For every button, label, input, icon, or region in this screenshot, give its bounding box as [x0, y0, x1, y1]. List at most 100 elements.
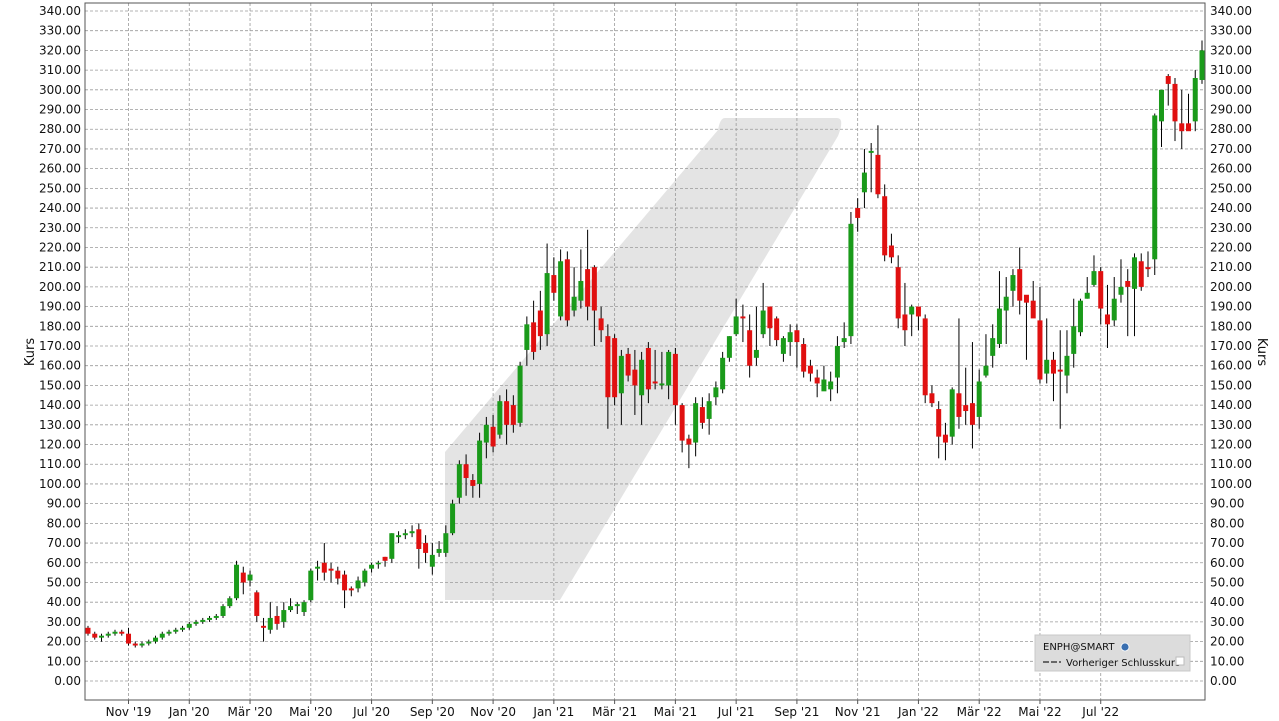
y-tick-label-right: 190.00 [1210, 300, 1252, 314]
y-tick-label-right: 340.00 [1210, 4, 1252, 18]
x-tick-label: Jan '21 [532, 705, 574, 719]
candle-up [369, 564, 375, 569]
y-tick-label-left: 90.00 [47, 497, 81, 511]
candle-up [517, 365, 523, 423]
candle-down [747, 330, 753, 366]
candle-down [888, 245, 894, 258]
candle-up [227, 598, 233, 607]
candle-down [794, 330, 800, 343]
y-tick-label-left: 200.00 [39, 280, 81, 294]
candle-down [321, 562, 327, 573]
y-tick-label-left: 130.00 [39, 418, 81, 432]
y-tick-label-right: 100.00 [1210, 477, 1252, 491]
y-tick-label-right: 140.00 [1210, 398, 1252, 412]
candle-down [936, 409, 942, 437]
candle-up [1091, 271, 1097, 285]
candle-down [254, 592, 260, 616]
candle-down [531, 322, 537, 352]
candle-down [942, 434, 948, 443]
candle-up [186, 623, 192, 628]
candle-up [544, 273, 550, 335]
candle-up [753, 349, 759, 358]
candle-up [315, 566, 321, 569]
y-tick-label-left: 260.00 [39, 162, 81, 176]
candle-down [119, 631, 125, 634]
candle-up [477, 440, 483, 484]
candle-down [612, 338, 618, 398]
y-tick-label-left: 210.00 [39, 260, 81, 274]
candle-down [490, 426, 496, 447]
candle-up [159, 633, 165, 638]
candles [85, 40, 1205, 648]
candle-down [1125, 280, 1131, 287]
globe-icon [1120, 642, 1130, 652]
candle-down [679, 405, 685, 441]
candle-up [558, 261, 564, 317]
candle-up [841, 338, 847, 343]
candle-up [301, 602, 307, 613]
y-tick-label-right: 70.00 [1210, 536, 1244, 550]
candle-up [267, 617, 273, 630]
y-tick-label-left: 60.00 [47, 556, 81, 570]
candle-down [585, 269, 591, 307]
candle-down [564, 259, 570, 321]
x-tick-label: Nov '21 [835, 705, 881, 719]
candle-up [1118, 286, 1124, 295]
candle-down [767, 306, 773, 329]
candle-up [200, 619, 206, 622]
candle-up [362, 570, 368, 583]
candle-up [780, 338, 786, 354]
candle-down [956, 393, 962, 417]
candle-up [726, 336, 732, 358]
y-tick-label-left: 80.00 [47, 516, 81, 530]
candle-down [1185, 123, 1191, 132]
y-tick-label-left: 40.00 [47, 595, 81, 609]
x-tick-label: Sep '20 [410, 705, 455, 719]
y-tick-label-left: 140.00 [39, 398, 81, 412]
y-tick-label-left: 230.00 [39, 221, 81, 235]
y-tick-label-right: 330.00 [1210, 24, 1252, 38]
candle-down [625, 353, 631, 376]
y-tick-label-left: 70.00 [47, 536, 81, 550]
candle-down [1179, 123, 1185, 132]
candle-down [416, 529, 422, 549]
candle-up [436, 548, 442, 553]
y-tick-label-right: 250.00 [1210, 181, 1252, 195]
candle-down [882, 196, 888, 256]
x-tick-label: Mai '20 [289, 705, 332, 719]
candle-up [861, 172, 867, 193]
y-tick-label-right: 90.00 [1210, 497, 1244, 511]
candle-up [524, 324, 530, 350]
candle-up [180, 627, 186, 630]
candle-down [1145, 267, 1151, 270]
y-tick-label-left: 300.00 [39, 83, 81, 97]
y-tick-label-left: 240.00 [39, 201, 81, 215]
candle-up [99, 635, 105, 638]
candle-down [699, 407, 705, 423]
candle-up [294, 604, 300, 607]
candle-up [1152, 115, 1158, 260]
x-tick-label: Mär '22 [957, 705, 1002, 719]
y-tick-label-right: 80.00 [1210, 516, 1244, 530]
y-tick-label-right: 230.00 [1210, 221, 1252, 235]
candle-down [342, 574, 348, 591]
candle-up [483, 424, 489, 443]
y-tick-label-left: 320.00 [39, 43, 81, 57]
y-tick-label-left: 150.00 [39, 378, 81, 392]
candle-up [659, 383, 665, 386]
candle-down [855, 208, 861, 218]
y-tick-label-right: 150.00 [1210, 378, 1252, 392]
x-tick-label: Jul '20 [352, 705, 390, 719]
candle-down [902, 314, 908, 331]
candle-up [247, 574, 253, 581]
candle-up [213, 615, 219, 618]
y-tick-label-left: 120.00 [39, 438, 81, 452]
candle-up [288, 606, 294, 611]
candle-down [1165, 76, 1171, 84]
y-tick-label-right: 160.00 [1210, 359, 1252, 373]
y-tick-label-right: 40.00 [1210, 595, 1244, 609]
candle-down [126, 633, 132, 644]
y-tick-label-right: 270.00 [1210, 142, 1252, 156]
candle-up [166, 631, 172, 634]
